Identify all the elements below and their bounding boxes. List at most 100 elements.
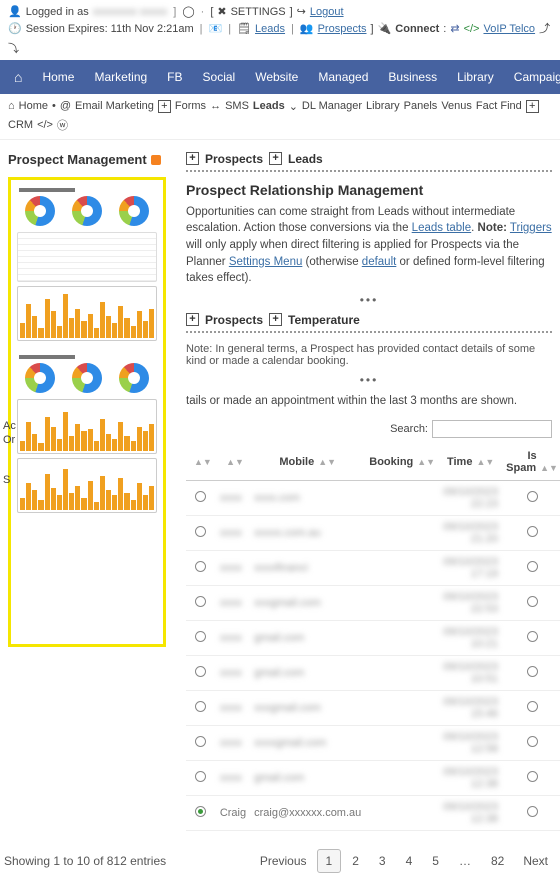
bc-crm[interactable]: CRM [8, 119, 33, 131]
nav-managed[interactable]: Managed [308, 60, 378, 94]
page-prev[interactable]: Previous [252, 850, 315, 872]
spam-radio[interactable] [527, 631, 538, 642]
page-5[interactable]: 5 [423, 849, 448, 873]
section-prospects[interactable]: Prospects [205, 152, 263, 166]
upload-icon[interactable]: ⤴ [539, 21, 550, 38]
col-booking[interactable]: Booking▲▼ [365, 444, 439, 481]
page-3[interactable]: 3 [370, 849, 395, 873]
voip-link[interactable]: VoIP Telco [483, 21, 535, 38]
default-link[interactable]: default [362, 256, 397, 268]
logout-link[interactable]: Logout [310, 4, 344, 21]
expand-leads-icon[interactable]: + [269, 152, 282, 165]
triggers-link[interactable]: Triggers [510, 222, 552, 234]
page-heading: Prospect Relationship Management [186, 182, 552, 198]
nav-social[interactable]: Social [193, 60, 246, 94]
page-4[interactable]: 4 [397, 849, 422, 873]
settings-link[interactable]: SETTINGS [231, 4, 286, 21]
search-input[interactable] [432, 420, 552, 438]
gear-icon: ✖ [217, 4, 226, 21]
pagination-controls: Previous 1 2 3 4 5 … 82 Next [252, 849, 556, 873]
nav-home[interactable]: Home [32, 60, 84, 94]
main-area: Prospect Management Ac Or S [0, 140, 560, 839]
row-radio[interactable] [195, 596, 206, 607]
table-row[interactable]: xxxxxxxxgmail.com09/10/2023 12:58 [186, 725, 560, 760]
breadcrumb: ⌂ Home •@ Email Marketing + Forms ↔ SMS … [0, 94, 560, 140]
code-icon: </> [464, 21, 480, 38]
nav-fb[interactable]: FB [157, 60, 192, 94]
bc-sms[interactable]: SMS [225, 100, 249, 112]
bc-email[interactable]: Email Marketing [75, 100, 154, 112]
col-mobile[interactable]: Mobile▲▼ [250, 444, 365, 481]
col-name[interactable]: ▲▼ [216, 444, 250, 481]
rss-icon[interactable] [151, 155, 161, 165]
bc-factfind[interactable]: Fact Find [476, 100, 522, 112]
col-spam[interactable]: Is Spam▲▼ [502, 444, 560, 481]
page-next[interactable]: Next [515, 850, 556, 872]
spam-radio[interactable] [527, 526, 538, 537]
spam-radio[interactable] [527, 806, 538, 817]
settings-menu-link[interactable]: Settings Menu [229, 256, 303, 268]
nav-website[interactable]: Website [245, 60, 308, 94]
nav-business[interactable]: Business [378, 60, 447, 94]
expand-temperature-icon[interactable]: + [269, 313, 282, 326]
table-row[interactable]: xxxxxxxgmail.com09/10/2023 22:53 [186, 585, 560, 620]
section-temperature[interactable]: Temperature [288, 313, 360, 327]
row-radio[interactable] [195, 666, 206, 677]
row-radio[interactable] [195, 561, 206, 572]
spam-radio[interactable] [527, 666, 538, 677]
table-row[interactable]: xxxxgmail.com09/10/2023 12:38 [186, 760, 560, 795]
mini-bar-chart-3 [17, 458, 157, 513]
bc-home[interactable]: Home [19, 100, 48, 112]
section-prospects-2[interactable]: Prospects [205, 313, 263, 327]
col-time[interactable]: Time▲▼ [439, 444, 502, 481]
spam-radio[interactable] [527, 771, 538, 782]
spam-radio[interactable] [527, 596, 538, 607]
page-2[interactable]: 2 [343, 849, 368, 873]
row-radio[interactable] [195, 701, 206, 712]
nav-library[interactable]: Library [447, 60, 504, 94]
bc-panels[interactable]: Panels [404, 100, 438, 112]
table-row[interactable]: xxxxgmail.com09/10/2023 10:51 [186, 655, 560, 690]
session-expires: Session Expires: 11th Nov 2:21am [26, 21, 194, 38]
bc-forms[interactable]: Forms [175, 100, 206, 112]
table-row[interactable]: xxxxxxxxfinanci09/10/2023 17:19 [186, 550, 560, 585]
table-row[interactable]: xxxxgmail.com09/10/2023 10:21 [186, 620, 560, 655]
table-row[interactable]: xxxxxxxxx.com.au09/10/2023 21:20 [186, 515, 560, 550]
bc-leads[interactable]: Leads [253, 100, 285, 112]
bc-venus[interactable]: Venus [441, 100, 472, 112]
page-last[interactable]: 82 [482, 849, 513, 873]
download-icon[interactable]: ⤵ [8, 41, 19, 58]
bc-dlmanager[interactable]: DL Manager [302, 100, 362, 112]
section-leads[interactable]: Leads [288, 152, 323, 166]
nav-home-icon[interactable]: ⌂ [4, 69, 32, 85]
expand-prospects-icon[interactable]: + [186, 152, 199, 165]
nav-campaigns[interactable]: Campaigns [504, 60, 560, 94]
table-row[interactable]: xxxxxxxx.com09/10/2023 22:23 [186, 480, 560, 515]
spam-radio[interactable] [527, 491, 538, 502]
right-column: + Prospects + Leads Prospect Relationshi… [186, 148, 552, 831]
bc-library[interactable]: Library [366, 100, 400, 112]
col-select[interactable]: ▲▼ [186, 444, 216, 481]
prospects-link[interactable]: Prospects [318, 21, 367, 38]
spam-radio[interactable] [527, 701, 538, 712]
leads-link[interactable]: Leads [255, 21, 285, 38]
ellipsis-2: ••• [186, 373, 552, 387]
table-row[interactable]: xxxxxxxgmail.com09/10/2023 15:46 [186, 690, 560, 725]
row-radio[interactable] [195, 526, 206, 537]
overlay-text-3: S [3, 474, 10, 486]
bc-home-icon[interactable]: ⌂ [8, 100, 15, 112]
row-radio[interactable] [195, 631, 206, 642]
page-1[interactable]: 1 [317, 849, 342, 873]
spam-radio[interactable] [527, 561, 538, 572]
expand-prospects2-icon[interactable]: + [186, 313, 199, 326]
table-row[interactable]: Craigcraig@xxxxxx.com.au09/10/2023 12:38 [186, 795, 560, 830]
nav-marketing[interactable]: Marketing [84, 60, 157, 94]
leads-table-link[interactable]: Leads table [412, 222, 471, 234]
carousel-overlay[interactable] [8, 177, 166, 647]
row-radio[interactable] [195, 736, 206, 747]
spam-radio[interactable] [527, 736, 538, 747]
row-radio[interactable] [195, 806, 206, 817]
row-radio[interactable] [195, 491, 206, 502]
row-radio[interactable] [195, 771, 206, 782]
search-label: Search: [390, 423, 428, 435]
